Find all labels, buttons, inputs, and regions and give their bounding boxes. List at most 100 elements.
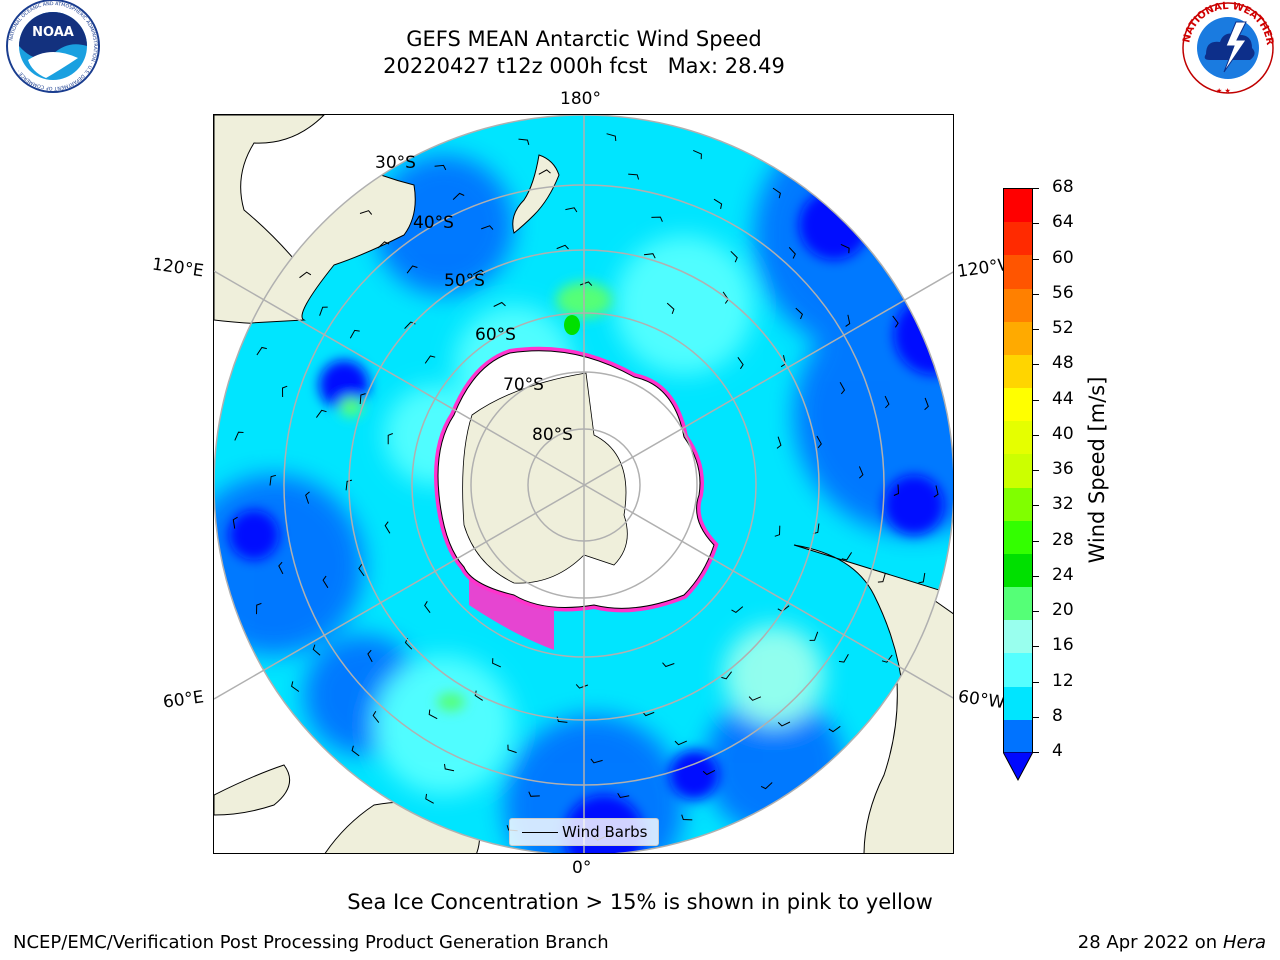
wind-barb (721, 671, 732, 680)
colorbar-band (1004, 454, 1032, 489)
colorbar-band (1004, 421, 1032, 455)
wind-barb (291, 681, 300, 692)
wind-barb-legend-line (522, 832, 558, 833)
wind-barb (269, 474, 277, 486)
wind-barb (358, 564, 365, 577)
wind-barb (617, 792, 630, 799)
wind-barb (278, 561, 284, 575)
colorbar-tick-label: 44 (1052, 388, 1074, 409)
wind-barb (406, 265, 418, 274)
wind-barb (643, 253, 656, 259)
colorbar-tick-mark (1033, 646, 1039, 648)
wind-barb (816, 435, 822, 449)
colorbar-band (1004, 288, 1032, 323)
wind-barb (372, 710, 380, 723)
wind-barb (642, 711, 655, 717)
colorbar-extend-arrow (1003, 752, 1033, 782)
wind-barb (575, 684, 589, 689)
footer-credit: NCEP/EMC/Verification Post Processing Pr… (13, 932, 609, 953)
wind-barb (493, 301, 506, 307)
wind-barb (565, 207, 578, 213)
wind-barb (444, 763, 455, 772)
colorbar-tick-label: 8 (1052, 705, 1063, 726)
colorbar-tick-mark (1033, 505, 1039, 507)
wind-barb (359, 393, 366, 405)
wind-barbs (232, 133, 939, 841)
colorbar-band (1004, 189, 1032, 223)
wind-barb (772, 187, 781, 199)
wind-barb (702, 769, 716, 776)
colorbar-tick-mark (1033, 752, 1039, 753)
wind-barb (809, 631, 819, 641)
noaa-logo: NOAA NATIONAL OCEANIC AND ATMOSPHERIC AD… (2, 0, 104, 102)
colorbar-tick-label: 28 (1052, 529, 1074, 550)
colorbar-tick-label: 56 (1052, 282, 1074, 303)
lat-label-60s: 60°S (475, 325, 516, 345)
colorbar-tick-mark (1033, 258, 1039, 260)
wind-barb (828, 725, 841, 733)
wind-barb (428, 709, 438, 720)
colorbar-band (1004, 719, 1032, 754)
wind-barb (924, 397, 929, 411)
lat-label-80s: 80°S (532, 425, 573, 445)
wind-barb (681, 814, 693, 821)
wind-barb (590, 758, 603, 764)
wind-barb (838, 654, 849, 663)
lat-label-50s: 50°S (444, 271, 485, 291)
colorbar-band (1004, 686, 1032, 721)
colorbar-band (1004, 520, 1032, 555)
colorbar-tick-mark (1033, 399, 1039, 401)
colorbar-tick-mark (1033, 329, 1039, 330)
wind-barb (312, 644, 321, 656)
wind-barb (305, 491, 310, 504)
nws-star-icon: ★ ★ (1216, 87, 1231, 95)
wind-barb (299, 271, 312, 279)
wind-barb (737, 357, 744, 370)
chart-subtitle-forecast: 20220427 t12z 000h fcst Max: 28.49 (383, 54, 785, 78)
colorbar-band (1004, 653, 1032, 688)
sea-ice-weddell (469, 573, 554, 650)
lon-label-180: 180° (560, 89, 601, 109)
wind-barb (474, 690, 483, 701)
wind-barb (315, 409, 327, 418)
colorbar-tick-mark (1033, 364, 1039, 366)
colorbar-band (1004, 553, 1032, 588)
wind-barb (359, 210, 373, 215)
wind-barb (748, 696, 762, 701)
colorbar-tick-label: 24 (1052, 564, 1074, 585)
wind-barb (674, 740, 687, 746)
colorbar-band (1004, 255, 1032, 290)
wind-barb (651, 216, 663, 222)
colorbar-tick-label: 4 (1052, 741, 1063, 761)
wind-barb (492, 658, 502, 668)
wind-barb (884, 395, 890, 409)
wind-barb (232, 516, 238, 529)
lon-label-0: 0° (572, 858, 592, 878)
colorbar-band (1004, 487, 1032, 522)
wind-barb (319, 306, 328, 316)
wind-barb (760, 782, 773, 790)
wind-barb (628, 173, 640, 180)
colorbar-tick-label: 52 (1052, 318, 1074, 338)
colorbar-tick-label: 68 (1052, 177, 1074, 197)
colorbar-label: Wind Speed [m/s] (1085, 376, 1109, 564)
wind-barb (434, 164, 447, 171)
wind-barb (556, 244, 569, 250)
wind-barb (256, 602, 262, 615)
legend-label: Wind Barbs (562, 823, 648, 841)
wind-barb (730, 250, 738, 263)
wind-barb (349, 329, 360, 339)
wind-barb (877, 572, 886, 583)
colorbar-tick-label: 60 (1052, 247, 1074, 268)
wind-barb (839, 381, 846, 395)
footer-date: 28 Apr 2022 on Hera (1077, 932, 1266, 953)
wind-barb (351, 745, 360, 757)
colorbar-tick-mark (1033, 188, 1039, 189)
wind-barb (281, 385, 288, 398)
wind-barb (452, 192, 465, 200)
colorbar-tick-mark (1033, 470, 1039, 471)
lat-label-30s: 30°S (375, 153, 416, 173)
wind-barb (692, 149, 702, 160)
wind-barb (384, 521, 391, 534)
colorbar-band (1004, 222, 1032, 256)
